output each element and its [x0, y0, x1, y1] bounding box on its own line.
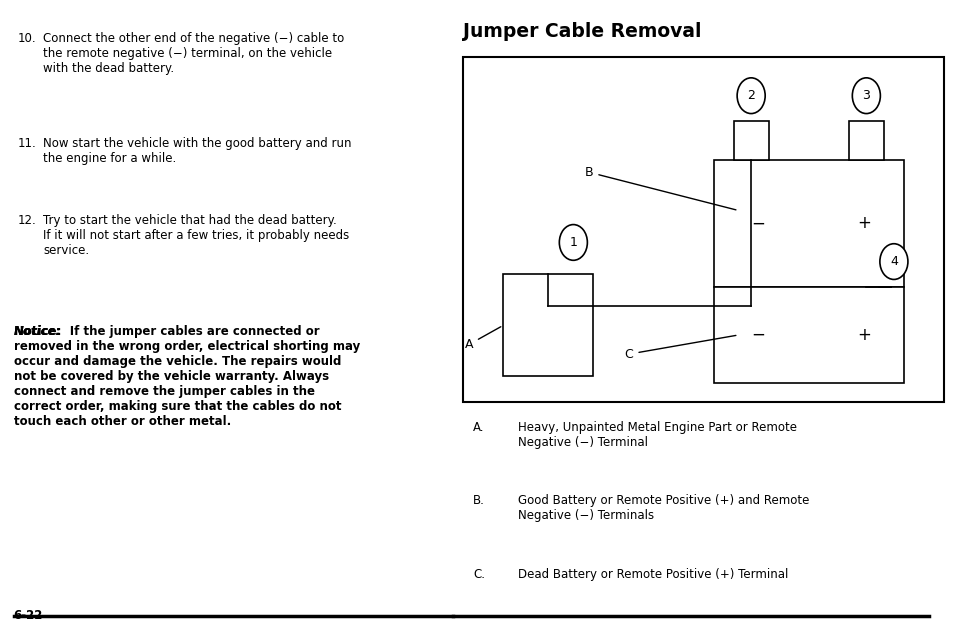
Bar: [713, 287, 902, 383]
Circle shape: [851, 78, 880, 114]
Text: 10.: 10.: [17, 32, 36, 45]
Text: Notice:: Notice:: [13, 325, 61, 338]
Text: Notice:  If the jumper cables are connected or
removed in the wrong order, elect: Notice: If the jumper cables are connect…: [13, 325, 359, 428]
Text: 11.: 11.: [17, 137, 36, 150]
Text: Notice:: Notice:: [13, 325, 61, 338]
Text: C.: C.: [473, 568, 485, 581]
Text: +: +: [856, 214, 870, 232]
Text: 4: 4: [889, 255, 897, 268]
Circle shape: [879, 244, 907, 279]
Text: C: C: [624, 336, 735, 360]
Text: Jumper Cable Removal: Jumper Cable Removal: [462, 22, 700, 41]
Text: Now start the vehicle with the good battery and run
the engine for a while.: Now start the vehicle with the good batt…: [43, 137, 352, 165]
Bar: [848, 121, 882, 160]
Text: Connect the other end of the negative (−) cable to
the remote negative (−) termi: Connect the other end of the negative (−…: [43, 32, 344, 75]
Circle shape: [558, 225, 587, 260]
Text: 6-22: 6-22: [13, 609, 43, 622]
Text: +: +: [856, 326, 870, 344]
Circle shape: [737, 78, 764, 114]
Text: 2: 2: [746, 89, 755, 102]
Text: −: −: [751, 214, 765, 232]
Text: B.: B.: [473, 494, 484, 507]
Bar: [733, 121, 768, 160]
Text: A: A: [464, 327, 500, 351]
Text: −: −: [751, 326, 765, 344]
Text: 3: 3: [862, 89, 869, 102]
Text: Dead Battery or Remote Positive (+) Terminal: Dead Battery or Remote Positive (+) Term…: [517, 568, 788, 581]
Text: Try to start the vehicle that had the dead battery.
If it will not start after a: Try to start the vehicle that had the de…: [43, 214, 349, 256]
Text: Heavy, Unpainted Metal Engine Part or Remote
Negative (−) Terminal: Heavy, Unpainted Metal Engine Part or Re…: [517, 421, 797, 449]
Text: B: B: [584, 166, 735, 210]
Text: 12.: 12.: [17, 214, 36, 226]
Bar: [503, 274, 593, 376]
Text: Notice:  If the jumper cables are connected or
removed in the wrong order, elect: Notice: If the jumper cables are connect…: [13, 325, 359, 428]
Text: Good Battery or Remote Positive (+) and Remote
Negative (−) Terminals: Good Battery or Remote Positive (+) and …: [517, 494, 809, 523]
Bar: [462, 57, 943, 402]
Text: A.: A.: [473, 421, 484, 434]
Bar: [713, 160, 902, 287]
Text: 1: 1: [569, 236, 577, 249]
